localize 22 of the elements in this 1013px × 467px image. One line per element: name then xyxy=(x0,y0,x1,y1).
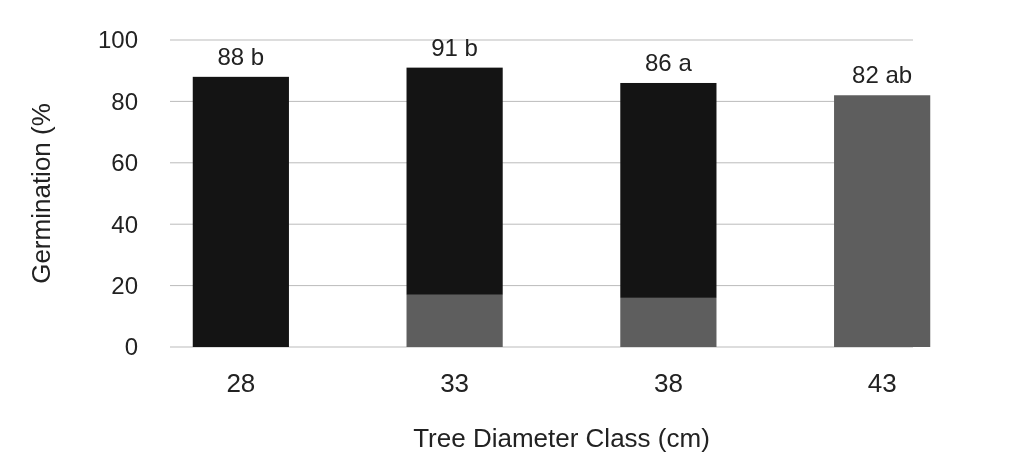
bar xyxy=(834,95,931,347)
bar xyxy=(406,67,503,295)
total-label: 88 b xyxy=(217,42,265,70)
y-tick-label: 80 xyxy=(111,87,138,115)
bar xyxy=(620,297,717,347)
total-label: 91 b xyxy=(431,33,478,61)
x-axis-title: Tree Diameter Class (cm) xyxy=(413,423,710,453)
bar xyxy=(192,76,289,347)
y-tick-label: 20 xyxy=(111,272,138,299)
bar xyxy=(620,82,717,298)
total-label: 86 a xyxy=(645,48,693,76)
y-tick-label: 40 xyxy=(111,210,138,238)
total-label: 82 ab xyxy=(852,61,913,89)
y-tick-label: 100 xyxy=(97,26,138,54)
bar xyxy=(406,294,503,347)
x-tick-label: 38 xyxy=(653,368,683,398)
y-tick-label: 0 xyxy=(124,333,138,361)
x-tick-label: 28 xyxy=(226,368,256,398)
y-axis-title: Germination (% xyxy=(26,103,56,284)
x-tick-label: 43 xyxy=(867,368,897,398)
y-tick-label: 60 xyxy=(111,149,138,177)
x-tick-label: 33 xyxy=(440,368,470,398)
